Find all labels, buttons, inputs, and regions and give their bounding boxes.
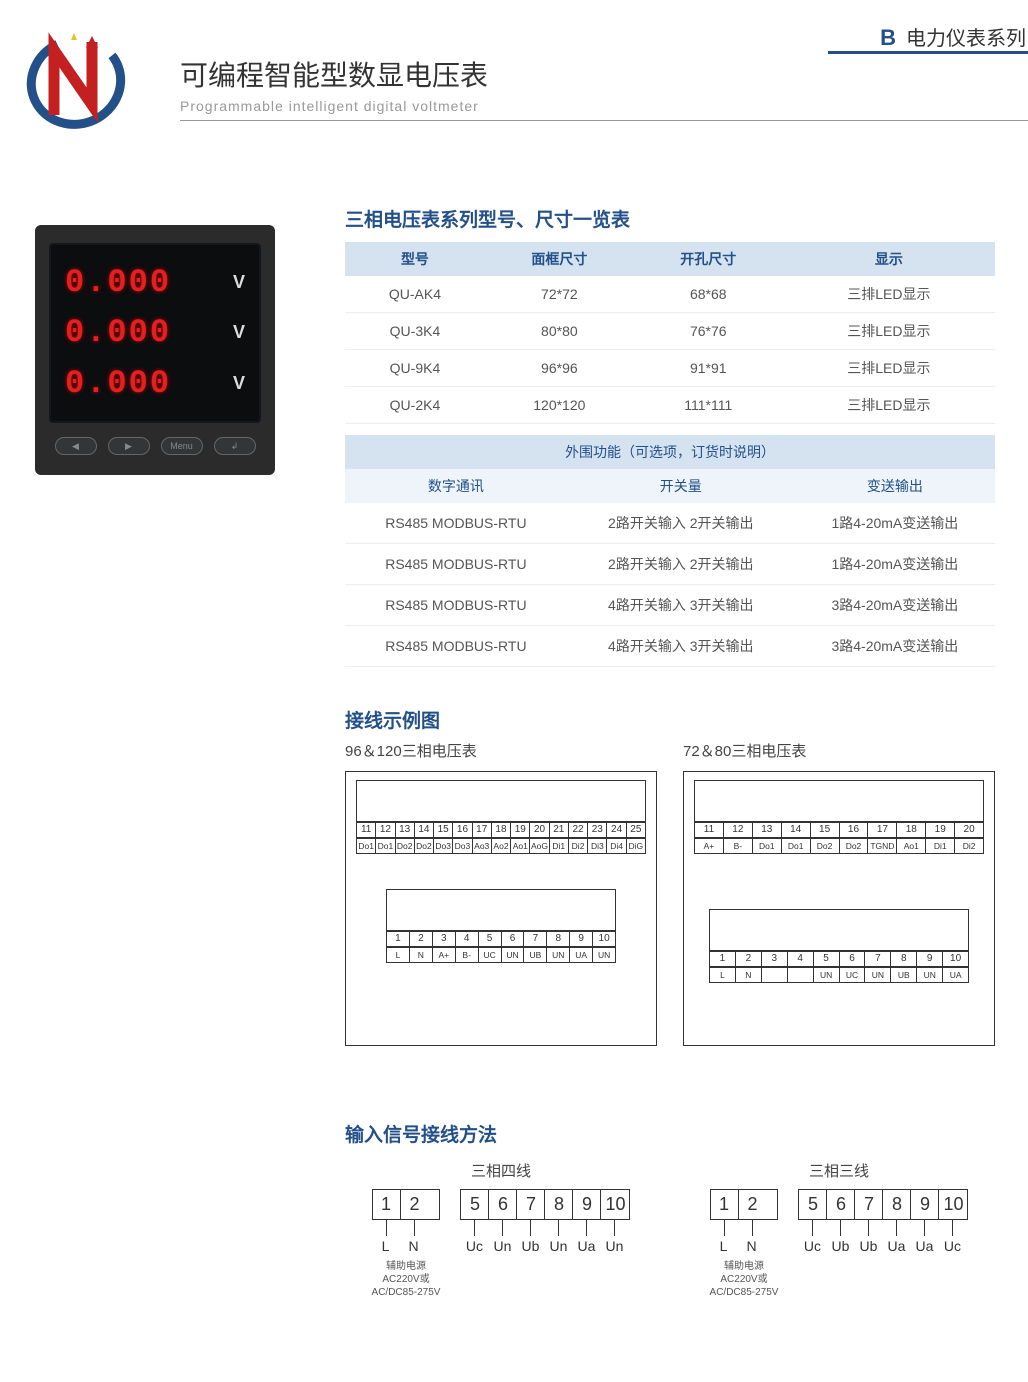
table-row: RS485 MODBUS-RTU4路开关输入 3开关输出3路4-20mA变送输出 <box>345 585 995 626</box>
title-rule <box>180 120 1028 121</box>
model-table: 型号 面框尺寸 开孔尺寸 显示 QU-AK472*7268*68三排LED显示Q… <box>345 242 995 424</box>
product-photo: 0.000V 0.000V 0.000V ◀ ▶ Menu ↲ <box>35 225 275 475</box>
table-row: RS485 MODBUS-RTU2路开关输入 2开关输出1路4-20mA变送输出 <box>345 503 995 544</box>
wiring-left-label: 96＆120三相电压表 <box>345 740 657 761</box>
wiring-title: 接线示例图 <box>345 706 440 733</box>
input-wiring-diagrams: 三相四线 12LN辅助电源AC220V或AC/DC85-275V 5678910… <box>345 1160 995 1299</box>
table-row: QU-3K480*8076*76三排LED显示 <box>345 313 995 350</box>
page-subtitle: Programmable intelligent digital voltmet… <box>180 98 488 114</box>
wiring-right-label: 72＆80三相电压表 <box>683 740 995 761</box>
panel-btn-enter: ↲ <box>214 437 256 455</box>
panel-btn-menu: Menu <box>161 437 203 455</box>
peripheral-table: 外围功能（可选项，订货时说明） 数字通讯 开关量 变送输出 RS485 MODB… <box>345 435 995 667</box>
model-table-section: 三相电压表系列型号、尺寸一览表 型号 面框尺寸 开孔尺寸 显示 QU-AK472… <box>345 205 995 424</box>
led-row-1: 0.000 <box>65 264 171 301</box>
wiring-right-box: 11121314151617181920 A+B-Do1Do1Do2Do2TGN… <box>683 771 995 1046</box>
category-name: 电力仪表系列 <box>906 22 1026 51</box>
panel-btn-left: ◀ <box>55 437 97 455</box>
wiring-left-box: 111213141516171819202122232425 Do1Do1Do2… <box>345 771 657 1046</box>
category-banner: B 电力仪表系列 <box>828 24 1028 54</box>
table-row: QU-AK472*7268*68三排LED显示 <box>345 276 995 313</box>
led-row-3: 0.000 <box>65 365 171 402</box>
logo <box>14 30 134 135</box>
led-row-2: 0.000 <box>65 314 171 351</box>
peripheral-table-section: 外围功能（可选项，订货时说明） 数字通讯 开关量 变送输出 RS485 MODB… <box>345 435 995 667</box>
title-block: 可编程智能型数显电压表 Programmable intelligent dig… <box>180 54 488 114</box>
panel-btn-right: ▶ <box>108 437 150 455</box>
input-right-label: 三相三线 <box>683 1160 995 1181</box>
model-table-title: 三相电压表系列型号、尺寸一览表 <box>345 205 995 232</box>
table-row: QU-9K496*9691*91三排LED显示 <box>345 350 995 387</box>
table-row: RS485 MODBUS-RTU2路开关输入 2开关输出1路4-20mA变送输出 <box>345 544 995 585</box>
input-left-label: 三相四线 <box>345 1160 657 1181</box>
category-letter: B <box>880 25 896 51</box>
input-wiring-title: 输入信号接线方法 <box>345 1120 497 1147</box>
wiring-diagrams: 96＆120三相电压表 1112131415161718192021222324… <box>345 740 995 1046</box>
page-title: 可编程智能型数显电压表 <box>180 54 488 94</box>
table-row: RS485 MODBUS-RTU4路开关输入 3开关输出3路4-20mA变送输出 <box>345 626 995 667</box>
table-row: QU-2K4120*120111*111三排LED显示 <box>345 387 995 424</box>
